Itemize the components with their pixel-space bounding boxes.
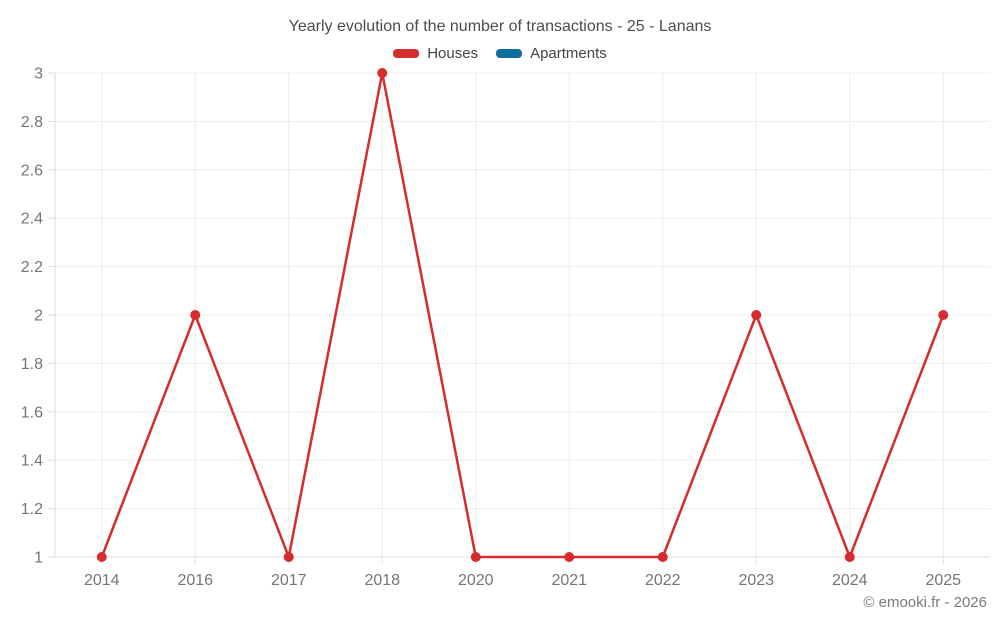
- x-tick-label: 2018: [364, 572, 400, 589]
- data-point-houses-2020: [470, 552, 481, 562]
- houses-series-swatch-icon: [393, 49, 420, 58]
- y-tick-label: 2.6: [21, 162, 43, 179]
- watermark: © emooki.fr - 2026: [863, 594, 987, 611]
- chart-legend: Houses Apartments: [0, 45, 1000, 62]
- legend-label-apartments: Apartments: [530, 45, 607, 62]
- x-tick-label: 2023: [738, 572, 774, 589]
- data-point-houses-2025: [938, 310, 949, 320]
- y-tick-label: 3: [34, 66, 43, 83]
- x-tick-label: 2024: [832, 572, 868, 589]
- legend-label-houses: Houses: [427, 45, 479, 62]
- x-tick-label: 2021: [551, 572, 587, 589]
- x-tick-label: 2022: [645, 572, 681, 589]
- y-tick-label: 1.6: [21, 404, 43, 421]
- data-point-houses-2014: [96, 552, 107, 562]
- legend-item-apartments[interactable]: Apartments: [496, 45, 607, 62]
- x-tick-label: 2020: [458, 572, 494, 589]
- series-line-houses: [100, 71, 945, 559]
- y-tick-label: 2.8: [21, 114, 43, 131]
- y-tick-label: 2.4: [21, 211, 43, 228]
- y-tick-label: 1.4: [21, 453, 43, 470]
- y-tick-label: 2.2: [21, 259, 43, 276]
- data-point-houses-2023: [751, 310, 762, 320]
- y-tick-label: 2: [34, 308, 43, 325]
- x-tick-label: 2017: [271, 572, 307, 589]
- chart-title: Yearly evolution of the number of transa…: [288, 18, 712, 35]
- data-point-houses-2018: [377, 68, 388, 78]
- apartments-series-swatch-icon: [496, 49, 523, 58]
- legend-item-houses[interactable]: Houses: [393, 45, 478, 62]
- data-point-houses-2016: [190, 310, 201, 320]
- data-point-houses-2022: [657, 552, 668, 562]
- data-point-houses-2017: [283, 552, 294, 562]
- x-tick-label: 2014: [84, 572, 120, 589]
- y-tick-label: 1.8: [21, 356, 43, 373]
- data-point-houses-2024: [844, 552, 855, 562]
- y-tick-label: 1: [34, 550, 43, 567]
- x-tick-label: 2025: [925, 572, 961, 589]
- data-point-houses-2021: [564, 552, 575, 562]
- y-tick-label: 1.2: [21, 501, 43, 518]
- x-tick-label: 2016: [177, 572, 213, 589]
